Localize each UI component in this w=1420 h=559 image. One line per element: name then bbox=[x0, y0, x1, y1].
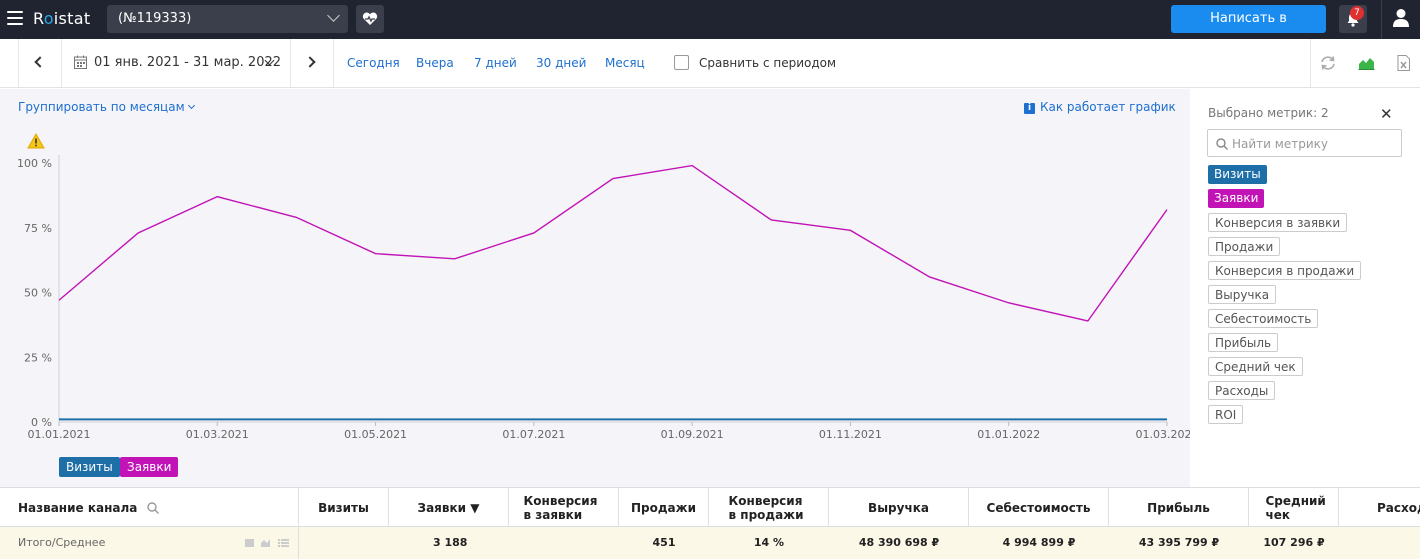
close-panel-button[interactable]: ✕ bbox=[1380, 105, 1393, 123]
cell-cost: 4 994 899 ₽ bbox=[1002, 536, 1076, 549]
project-name: (№119333) bbox=[118, 11, 192, 26]
table-header: Название канала Визиты Заявки ▼ Конверси… bbox=[0, 487, 1420, 527]
search-icon bbox=[1216, 138, 1228, 150]
col-sales[interactable]: Продажи bbox=[619, 488, 709, 527]
metric-chip[interactable]: Продажи bbox=[1208, 237, 1281, 256]
col-sales-conversion[interactable]: Конверсия в продажи bbox=[709, 488, 829, 527]
col-cost[interactable]: Себестоимость bbox=[969, 488, 1109, 527]
x-tick-label: 01.03.2022 bbox=[1136, 428, 1190, 441]
col-expenses[interactable]: Расходы bbox=[1377, 500, 1420, 515]
col-profit[interactable]: Прибыль bbox=[1109, 488, 1249, 527]
metric-search-field[interactable] bbox=[1207, 129, 1402, 157]
logo[interactable]: Roistat bbox=[33, 9, 91, 28]
x-tick-label: 01.09.2021 bbox=[661, 428, 724, 441]
date-toolbar: 01 янв. 2021 - 31 мар. 2022 Сегодня Вчер… bbox=[0, 39, 1420, 88]
series-line bbox=[58, 164, 1168, 322]
metric-chip[interactable]: Расходы bbox=[1208, 381, 1276, 400]
divider bbox=[298, 527, 299, 559]
cell-sales-conversion: 14 % bbox=[753, 536, 785, 549]
group-by-dropdown[interactable]: Группировать по месяцам bbox=[18, 100, 195, 114]
health-button[interactable] bbox=[356, 5, 384, 33]
metric-chip[interactable]: Себестоимость bbox=[1208, 309, 1319, 328]
cell-sales: 451 bbox=[652, 536, 676, 549]
user-icon[interactable] bbox=[1392, 8, 1410, 28]
divider bbox=[1381, 0, 1382, 39]
quick-range-30-days[interactable]: 30 дней bbox=[536, 56, 587, 70]
next-period-button[interactable] bbox=[304, 56, 316, 68]
metric-chip[interactable]: Конверсия в заявки bbox=[1208, 213, 1348, 232]
divider bbox=[18, 39, 19, 87]
y-tick-label: 25 % bbox=[24, 351, 52, 364]
refresh-icon[interactable] bbox=[1320, 55, 1336, 71]
x-tick-label: 01.03.2021 bbox=[186, 428, 249, 441]
cell-revenue: 48 390 698 ₽ bbox=[858, 536, 940, 549]
x-tick-label: 01.11.2021 bbox=[819, 428, 882, 441]
date-range-picker[interactable]: 01 янв. 2021 - 31 мар. 2022 bbox=[94, 55, 282, 70]
x-tick-label: 01.05.2021 bbox=[344, 428, 407, 441]
info-icon: i bbox=[1024, 103, 1035, 114]
divider bbox=[290, 39, 291, 87]
line-chart: 0 % 25 % 50 % 75 % 100 % 01.01.2021 01.03.2021… bbox=[17, 155, 1190, 441]
table-row-total: Итого/Среднее 3 188 451 14 % 48 390 698 … bbox=[0, 527, 1420, 559]
quick-range-7-days[interactable]: 7 дней bbox=[474, 56, 517, 70]
quick-range-today[interactable]: Сегодня bbox=[347, 56, 400, 70]
y-tick-label: 100 % bbox=[17, 157, 52, 170]
metric-chip[interactable]: Выручка bbox=[1208, 285, 1277, 304]
metric-chip[interactable]: ROI bbox=[1208, 405, 1244, 424]
quick-range-yesterday[interactable]: Вчера bbox=[416, 56, 454, 70]
col-leads[interactable]: Заявки ▼ bbox=[389, 488, 509, 527]
cell-expenses bbox=[1339, 527, 1420, 559]
quick-range-month[interactable]: Месяц bbox=[605, 56, 645, 70]
area-chart-icon[interactable] bbox=[1358, 55, 1375, 70]
row-view-icons[interactable] bbox=[245, 538, 291, 548]
search-icon[interactable] bbox=[147, 501, 160, 514]
compare-checkbox[interactable] bbox=[674, 55, 689, 70]
cell-leads: 3 188 bbox=[433, 536, 468, 549]
legend-visits[interactable]: Визиты bbox=[59, 457, 120, 477]
top-bar: Roistat (№119333) Написать в поддержку 7 bbox=[0, 0, 1420, 54]
col-channel-name[interactable]: Название канала bbox=[0, 488, 299, 527]
how-chart-works-link[interactable]: i Как работает график bbox=[1024, 100, 1176, 115]
metric-search-input[interactable] bbox=[1232, 135, 1392, 152]
metric-chip[interactable]: Конверсия в продажи bbox=[1208, 261, 1362, 280]
metric-chip[interactable]: Визиты bbox=[1208, 165, 1267, 184]
col-avg-check[interactable]: Средний чек bbox=[1249, 488, 1339, 527]
heart-pulse-icon bbox=[362, 12, 378, 25]
cell-avg-check: 107 296 ₽ bbox=[1263, 536, 1325, 549]
notifications-badge: 7 bbox=[1350, 6, 1364, 20]
y-tick-label: 0 % bbox=[31, 416, 52, 429]
col-visits[interactable]: Визиты bbox=[299, 488, 389, 527]
y-tick-label: 50 % bbox=[24, 287, 52, 300]
divider bbox=[333, 39, 334, 87]
excel-export-icon[interactable] bbox=[1397, 55, 1410, 71]
col-lead-conversion[interactable]: Конверсия в заявки bbox=[509, 488, 619, 527]
warning-icon[interactable] bbox=[27, 133, 45, 149]
x-tick-label: 01.01.2021 bbox=[28, 428, 91, 441]
cell-profit: 43 395 799 ₽ bbox=[1138, 536, 1220, 549]
y-tick-label: 75 % bbox=[24, 222, 52, 235]
col-revenue[interactable]: Выручка bbox=[829, 488, 969, 527]
selected-metrics-count: Выбрано метрик: 2 bbox=[1208, 106, 1329, 120]
cell-visits bbox=[299, 527, 389, 559]
prev-period-button[interactable] bbox=[34, 56, 46, 68]
chevron-down-icon bbox=[327, 9, 340, 22]
metric-chip[interactable]: Средний чек bbox=[1208, 357, 1303, 376]
support-button[interactable]: Написать в поддержку bbox=[1171, 5, 1326, 54]
x-tick-label: 01.01.2022 bbox=[977, 428, 1040, 441]
menu-icon[interactable] bbox=[7, 11, 23, 25]
calendar-icon bbox=[74, 55, 87, 69]
x-tick-label: 01.07.2021 bbox=[502, 428, 565, 441]
divider bbox=[61, 39, 62, 87]
total-row-label: Итого/Среднее bbox=[18, 536, 106, 549]
metric-chip[interactable]: Заявки bbox=[1208, 189, 1265, 208]
divider bbox=[1310, 39, 1311, 87]
chart-area bbox=[0, 89, 1190, 487]
metric-chip[interactable]: Прибыль bbox=[1208, 333, 1279, 352]
legend-leads[interactable]: Заявки bbox=[120, 457, 179, 477]
project-selector[interactable]: (№119333) bbox=[107, 5, 348, 33]
cell-lead-conversion bbox=[509, 527, 619, 559]
compare-label[interactable]: Сравнить с периодом bbox=[699, 56, 837, 70]
